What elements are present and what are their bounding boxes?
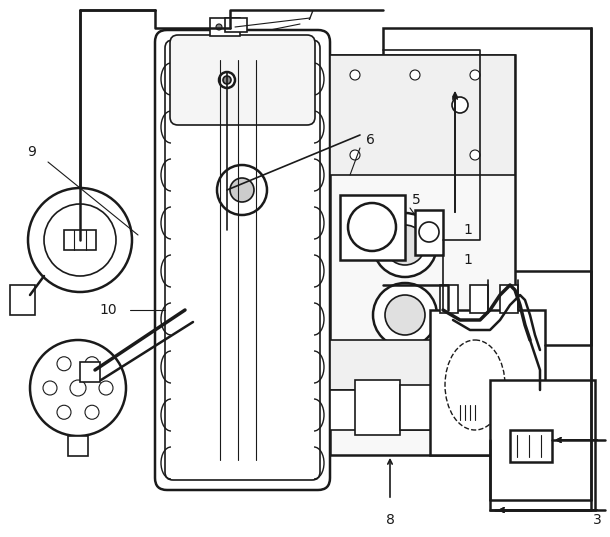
Circle shape — [223, 76, 231, 84]
Circle shape — [350, 70, 360, 80]
Circle shape — [217, 165, 267, 215]
Bar — [80, 362, 100, 382]
Bar — [510, 430, 552, 462]
Text: 1: 1 — [464, 253, 472, 267]
Circle shape — [57, 405, 71, 419]
FancyBboxPatch shape — [165, 40, 320, 480]
Circle shape — [385, 225, 425, 265]
Bar — [430, 310, 545, 455]
Bar — [500, 285, 518, 313]
Circle shape — [373, 353, 437, 417]
FancyBboxPatch shape — [170, 35, 315, 125]
Circle shape — [373, 213, 437, 277]
Circle shape — [44, 204, 116, 276]
Circle shape — [228, 24, 234, 30]
Bar — [330, 340, 515, 390]
Circle shape — [216, 24, 222, 30]
FancyBboxPatch shape — [155, 30, 330, 490]
Circle shape — [57, 357, 71, 371]
Bar — [400, 385, 435, 430]
Text: 5: 5 — [412, 193, 420, 207]
Bar — [383, 28, 591, 271]
Circle shape — [85, 357, 99, 371]
Circle shape — [219, 72, 235, 88]
Bar — [330, 55, 515, 455]
Bar — [355, 380, 400, 435]
Text: 8: 8 — [386, 513, 395, 527]
Text: 7: 7 — [306, 9, 314, 23]
Bar — [435, 390, 460, 425]
Circle shape — [348, 203, 396, 251]
Circle shape — [385, 365, 425, 405]
Bar — [470, 285, 488, 313]
Bar — [68, 436, 88, 456]
Circle shape — [350, 150, 360, 160]
Bar — [10, 285, 35, 315]
Bar — [415, 210, 443, 255]
Circle shape — [385, 295, 425, 335]
Bar — [330, 55, 515, 175]
Bar — [340, 195, 405, 260]
Circle shape — [470, 70, 480, 80]
Circle shape — [470, 150, 480, 160]
Bar — [225, 18, 247, 32]
Text: 1: 1 — [464, 223, 472, 237]
Circle shape — [373, 283, 437, 347]
Circle shape — [70, 380, 86, 396]
Circle shape — [419, 222, 439, 242]
Text: 6: 6 — [365, 133, 375, 147]
Circle shape — [85, 405, 99, 419]
Bar — [490, 380, 595, 510]
Bar — [330, 390, 450, 430]
Bar — [210, 18, 240, 36]
Circle shape — [452, 97, 468, 113]
Bar — [64, 230, 96, 250]
Circle shape — [410, 70, 420, 80]
Text: 3: 3 — [593, 513, 601, 527]
Text: 10: 10 — [99, 303, 117, 317]
Circle shape — [30, 340, 126, 436]
Ellipse shape — [445, 340, 505, 430]
Circle shape — [28, 188, 132, 292]
Circle shape — [230, 178, 254, 202]
Circle shape — [99, 381, 113, 395]
Bar — [440, 285, 458, 313]
Circle shape — [43, 381, 57, 395]
Text: 9: 9 — [27, 145, 37, 159]
